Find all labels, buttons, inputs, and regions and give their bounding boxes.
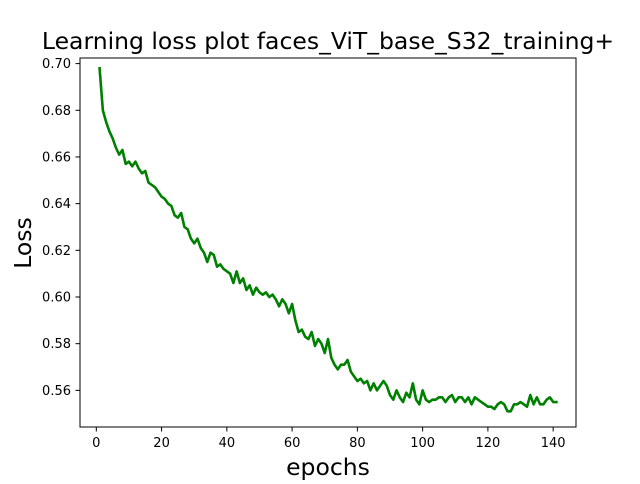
x-axis-label: epochs <box>286 453 370 480</box>
y-tick-label: 0.64 <box>42 197 71 212</box>
y-axis-label: Loss <box>9 217 37 269</box>
y-tick-label: 0.68 <box>42 104 71 119</box>
y-tick-label: 0.70 <box>42 57 71 72</box>
y-axis-ticks: 0.56 0.58 0.60 0.62 0.64 0.66 0.68 0.70 <box>42 57 80 399</box>
x-tick-label: 140 <box>541 436 566 451</box>
x-tick-label: 60 <box>284 436 301 451</box>
loss-series-line <box>98 66 558 413</box>
x-axis-ticks: 0 20 40 60 80 100 120 140 <box>92 427 566 451</box>
y-tick-label: 0.60 <box>42 290 71 305</box>
x-tick-label: 80 <box>349 436 366 451</box>
y-tick-label: 0.56 <box>42 384 71 399</box>
x-tick-label: 100 <box>410 436 435 451</box>
y-tick-label: 0.66 <box>42 150 71 165</box>
x-tick-label: 40 <box>219 436 236 451</box>
axes-frame <box>79 57 577 428</box>
x-tick-label: 20 <box>153 436 170 451</box>
chart-title: Learning loss plot faces_ViT_base_S32_tr… <box>42 27 614 55</box>
y-tick-label: 0.62 <box>42 244 71 259</box>
x-tick-label: 120 <box>475 436 500 451</box>
x-tick-label: 0 <box>92 436 100 451</box>
y-tick-label: 0.58 <box>42 337 71 352</box>
